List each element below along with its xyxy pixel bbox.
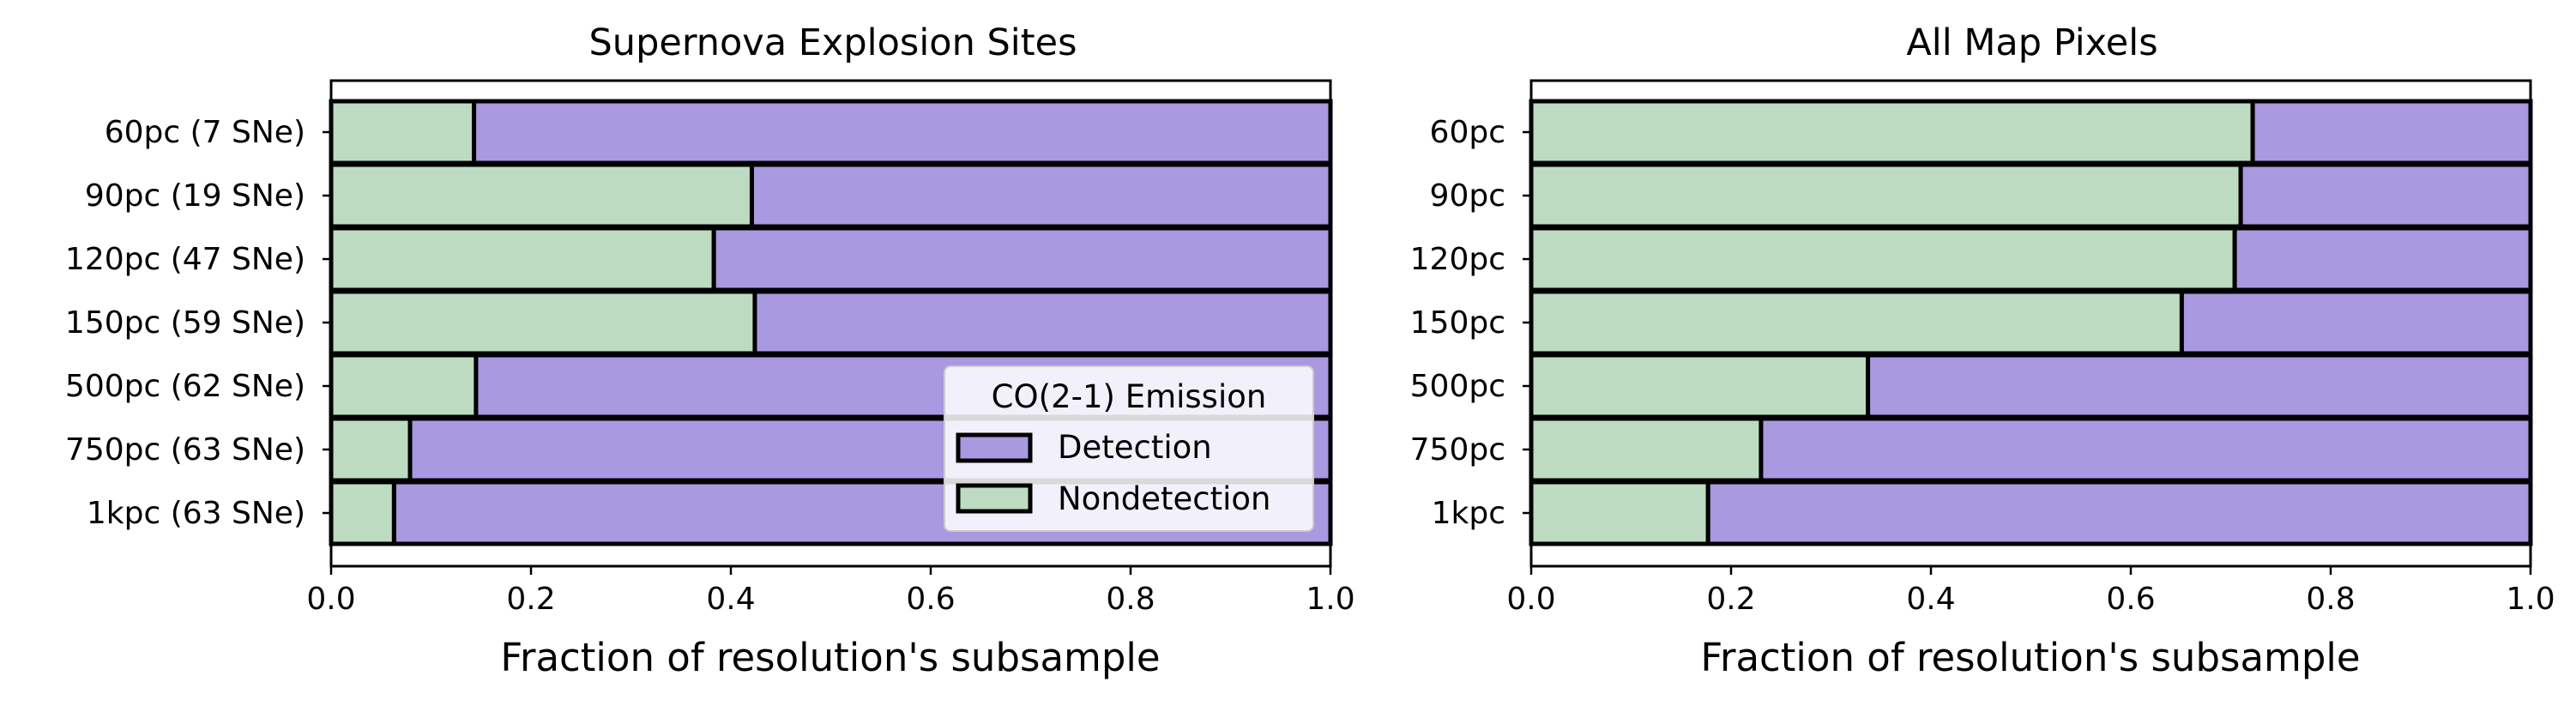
bar-detection-5 xyxy=(1759,416,2533,483)
x-tick-label: 0.0 xyxy=(1506,582,1555,617)
bar-detection-4 xyxy=(1866,353,2533,419)
panel-title: Supernova Explosion Sites xyxy=(589,21,1077,64)
panel-supernova-sites: Supernova Explosion Sites 60pc (7 SNe) 90… xyxy=(65,21,1355,680)
bar-detection-3 xyxy=(2179,289,2533,356)
bar-detection-1 xyxy=(2238,162,2533,229)
y-tick-label: 750pc xyxy=(1410,432,1505,468)
x-tick-label: 1.0 xyxy=(1306,582,1354,617)
bar-nondetection-6 xyxy=(329,480,396,546)
y-tick-label: 120pc (47 SNe) xyxy=(65,242,305,277)
y-tick-label: 60pc xyxy=(1430,115,1505,150)
y-tick-label: 90pc (19 SNe) xyxy=(85,178,305,214)
legend-label-nondetection: Nondetection xyxy=(1058,480,1271,517)
y-tick-labels: 60pc (7 SNe) 90pc (19 SNe) 120pc (47 SNe) 1… xyxy=(65,115,331,531)
bar-nondetection-3 xyxy=(329,289,757,356)
x-tick-label: 0.4 xyxy=(1906,582,1955,617)
x-tick-label: 0.8 xyxy=(2306,582,2355,617)
y-tick-label: 90pc xyxy=(1430,178,1505,214)
y-tick-label: 150pc xyxy=(1410,305,1505,341)
bar-nondetection-2 xyxy=(329,226,716,293)
y-tick-label: 1kpc (63 SNe) xyxy=(87,496,305,531)
bar-detection-1 xyxy=(749,162,1333,229)
panel-all-map-pixels: All Map Pixels 60pc 90pc 120pc 150pc 500pc 75… xyxy=(1410,21,2555,680)
bar-detection-2 xyxy=(2232,226,2533,293)
legend-title: CO(2-1) Emission xyxy=(992,378,1267,415)
bar-detection-2 xyxy=(711,226,1333,293)
y-tick-label: 500pc xyxy=(1410,369,1505,404)
bar-detection-3 xyxy=(752,289,1333,356)
bar-detection-0 xyxy=(472,99,1333,166)
x-tick-label: 0.2 xyxy=(1706,582,1755,617)
x-ticks: 0.0 0.2 0.4 0.6 0.8 1.0 xyxy=(306,566,1355,617)
x-tick-label: 0.8 xyxy=(1106,582,1155,617)
bar-nondetection-4 xyxy=(1529,353,1871,419)
plot-frame xyxy=(1529,79,2532,568)
y-tick-labels: 60pc 90pc 120pc 150pc 500pc 750pc 1kpc xyxy=(1410,115,1531,531)
x-axis-label: Fraction of resolution's subsample xyxy=(500,635,1160,680)
y-tick-label: 500pc (62 SNe) xyxy=(65,369,305,404)
x-tick-label: 0.6 xyxy=(2106,582,2155,617)
panel-title: All Map Pixels xyxy=(1906,21,2157,64)
x-tick-label: 0.2 xyxy=(506,582,555,617)
x-tick-label: 1.0 xyxy=(2506,582,2555,617)
legend-label-detection: Detection xyxy=(1058,429,1212,466)
plot-frame xyxy=(329,79,1332,568)
y-tick-label: 60pc (7 SNe) xyxy=(105,115,305,150)
legend-swatch-detection xyxy=(956,432,1033,463)
bar-nondetection-1 xyxy=(1529,162,2243,229)
bar-nondetection-2 xyxy=(1529,226,2237,293)
bar-nondetection-5 xyxy=(1529,416,1764,483)
bar-detection-6 xyxy=(1705,480,2533,546)
bar-nondetection-4 xyxy=(329,353,479,419)
x-tick-label: 0.6 xyxy=(906,582,955,617)
bar-group xyxy=(1529,99,2533,546)
x-tick-label: 0.4 xyxy=(706,582,755,617)
bar-nondetection-1 xyxy=(329,162,754,229)
bar-nondetection-6 xyxy=(1529,480,1710,546)
y-tick-label: 150pc (59 SNe) xyxy=(65,305,305,341)
y-tick-label: 1kpc xyxy=(1432,496,1505,531)
bar-nondetection-0 xyxy=(329,99,477,166)
bar-detection-0 xyxy=(2250,99,2533,166)
bar-group xyxy=(329,99,1333,546)
y-tick-label: 750pc (63 SNe) xyxy=(65,432,305,468)
bar-nondetection-0 xyxy=(1529,99,2255,166)
x-axis-label: Fraction of resolution's subsample xyxy=(1700,635,2360,680)
bar-nondetection-3 xyxy=(1529,289,2184,356)
y-tick-label: 120pc xyxy=(1410,242,1505,277)
legend: CO(2-1) Emission Detection Nondetection xyxy=(944,365,1314,532)
legend-swatch-nondetection xyxy=(956,483,1033,514)
x-ticks: 0.0 0.2 0.4 0.6 0.8 1.0 xyxy=(1506,566,2555,617)
bar-nondetection-5 xyxy=(329,416,413,483)
x-tick-label: 0.0 xyxy=(306,582,355,617)
legend-box xyxy=(944,365,1314,532)
